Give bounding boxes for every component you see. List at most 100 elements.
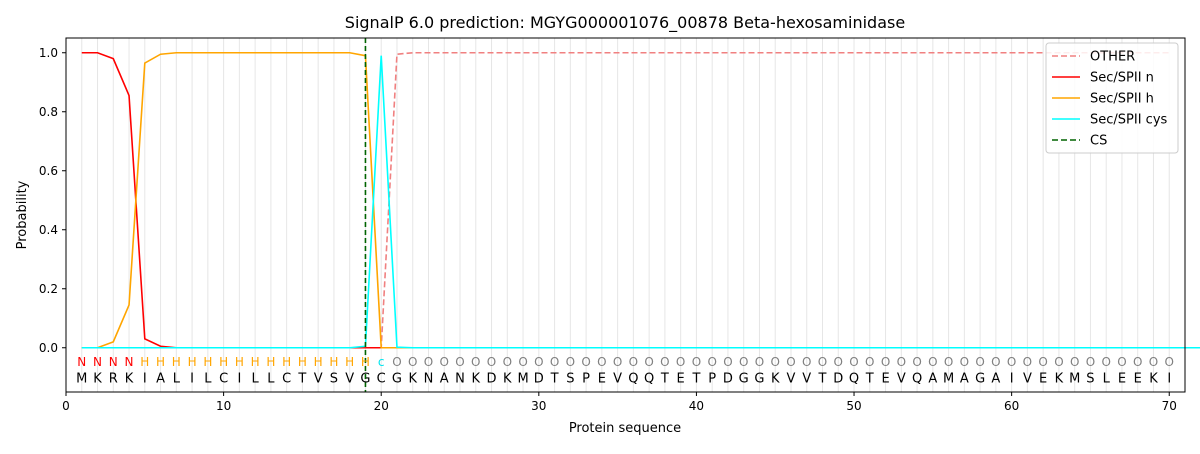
region-label: O [660,355,669,369]
residue-label: K [1055,371,1064,386]
series-line-sec-spii-cys [81,55,1200,349]
region-label: H [235,355,244,369]
legend: OTHER Sec/SPII n Sec/SPII h Sec/SPII cys CS [1045,42,1179,154]
region-label: O [1086,355,1095,369]
residue-label: Q [628,371,638,386]
residue-label: L [267,371,275,386]
residue-label: I [143,371,147,386]
residue-label: I [190,371,194,386]
region-label: O [455,355,464,369]
region-label: H [298,355,307,369]
region-label: O [581,355,590,369]
residue-label: G [754,371,764,386]
x-tick-label: 0 [62,399,70,413]
legend-frame [1045,42,1179,154]
region-label: H [329,355,338,369]
residue-label: S [1086,371,1094,386]
region-label: O [1007,355,1016,369]
chart-title: SignalP 6.0 prediction: MGYG000001076_00… [345,13,905,33]
residue-label: D [534,371,544,386]
residue-label: K [503,371,512,386]
residue-label: V [613,371,622,386]
region-label: O [471,355,480,369]
residue-label: Q [849,371,859,386]
region-label: H [203,355,212,369]
region-label: H [219,355,228,369]
residue-label: T [297,371,306,386]
region-label: O [786,355,795,369]
region-label: O [440,355,449,369]
residue-label: M [1069,371,1080,386]
region-label: O [408,355,417,369]
region-label: O [881,355,890,369]
y-tick-label: 0.4 [39,223,58,237]
region-label: O [928,355,937,369]
legend-label: CS [1090,134,1107,149]
series-line-other [81,51,1170,349]
residue-label: D [487,371,497,386]
residue-label: C [377,371,386,386]
residue-label: K [472,371,481,386]
region-label: O [960,355,969,369]
region-label: H [345,355,354,369]
region-label: O [975,355,984,369]
residue-label: A [440,371,449,386]
region-label: O [597,355,606,369]
region-label: O [1165,355,1174,369]
residue-label: K [408,371,417,386]
series-line-sec-spii-n [81,51,1170,349]
legend-label: Sec/SPII n [1090,71,1154,86]
region-label: O [550,355,559,369]
residue-label: A [928,371,937,386]
series-line-sec-spii-h [81,51,1170,349]
region-label: O [692,355,701,369]
residue-label: N [424,371,434,386]
y-tick-label: 0.0 [39,341,58,355]
residue-label: G [975,371,985,386]
residue-label: T [691,371,700,386]
region-label: O [613,355,622,369]
region-label: O [629,355,638,369]
y-tick-label: 0.2 [39,282,58,296]
residue-label: E [1134,371,1142,386]
residue-label: N [455,371,465,386]
legend-label: OTHER [1090,50,1135,65]
residue-label: V [897,371,906,386]
region-label: H [282,355,291,369]
region-label: N [125,355,134,369]
residue-label: A [991,371,1000,386]
region-label: O [1038,355,1047,369]
residue-label: V [314,371,323,386]
residue-label: S [330,371,338,386]
region-label: H [251,355,260,369]
region-label: H [188,355,197,369]
residue-label: V [1023,371,1032,386]
residue-label: M [943,371,954,386]
residue-label: A [960,371,969,386]
residue-label: V [802,371,811,386]
region-label: H [266,355,275,369]
region-label: O [1133,355,1142,369]
residue-label: P [708,371,716,386]
residue-label: R [109,371,118,386]
x-tick-label: 20 [374,399,389,413]
residue-label: V [787,371,796,386]
residue-label: E [1039,371,1047,386]
residue-label: E [598,371,606,386]
region-label: O [1101,355,1110,369]
residue-label: Q [644,371,654,386]
residue-label: C [282,371,291,386]
residue-label: G [360,371,370,386]
residue-label: L [252,371,260,386]
region-label: H [140,355,149,369]
region-label: O [1023,355,1032,369]
residue-label: L [204,371,212,386]
region-label: c [378,355,385,369]
region-label: O [849,355,858,369]
residue-label: T [660,371,669,386]
region-label: N [109,355,118,369]
region-label: O [944,355,953,369]
plot-area: NMNKNRNKHIHAHLHIHLHCHIHLHLHCHTHVHSHVHGcC… [39,37,1200,413]
